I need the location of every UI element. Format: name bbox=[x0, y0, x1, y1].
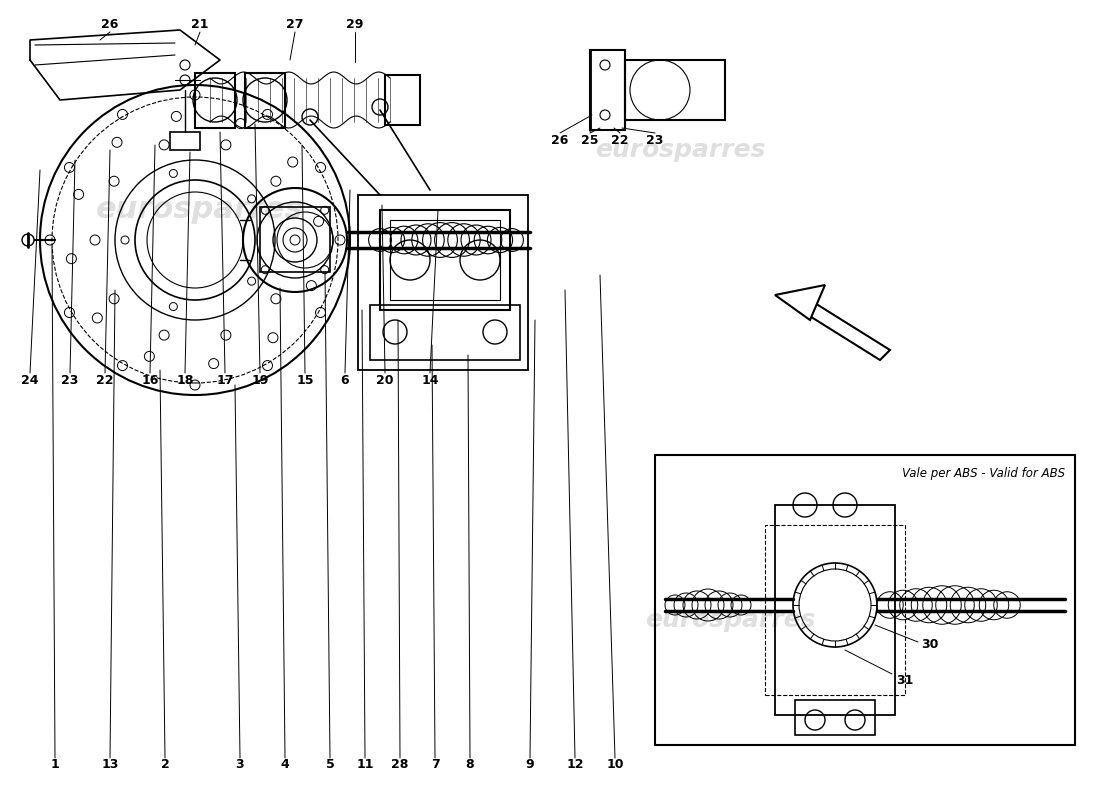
Text: 30: 30 bbox=[922, 638, 938, 651]
Text: 11: 11 bbox=[356, 758, 374, 771]
Text: 22: 22 bbox=[612, 134, 629, 146]
Text: 3: 3 bbox=[235, 758, 244, 771]
Text: 6: 6 bbox=[341, 374, 350, 386]
Bar bbox=[260, 207, 330, 272]
Text: 20: 20 bbox=[376, 374, 394, 386]
Text: 7: 7 bbox=[430, 758, 439, 771]
Text: 16: 16 bbox=[141, 374, 158, 386]
Text: eurosparres: eurosparres bbox=[595, 138, 766, 162]
Text: 2: 2 bbox=[161, 758, 169, 771]
Bar bbox=[764, 525, 905, 695]
Bar bbox=[654, 455, 1075, 745]
Text: 4: 4 bbox=[280, 758, 289, 771]
Polygon shape bbox=[800, 300, 890, 360]
Text: 26: 26 bbox=[551, 134, 569, 146]
Circle shape bbox=[22, 234, 34, 246]
Bar bbox=[170, 132, 200, 150]
Bar bbox=[370, 305, 520, 360]
Text: 24: 24 bbox=[21, 374, 38, 386]
Bar bbox=[590, 50, 625, 130]
Bar bbox=[795, 700, 874, 735]
Bar bbox=[245, 73, 285, 128]
Text: 5: 5 bbox=[326, 758, 334, 771]
Bar bbox=[358, 195, 528, 370]
Text: 28: 28 bbox=[392, 758, 409, 771]
Text: 13: 13 bbox=[101, 758, 119, 771]
Text: 15: 15 bbox=[296, 374, 314, 386]
Text: 31: 31 bbox=[896, 674, 914, 686]
Text: 21: 21 bbox=[191, 18, 209, 31]
Text: 18: 18 bbox=[176, 374, 194, 386]
Text: 22: 22 bbox=[97, 374, 113, 386]
Text: 23: 23 bbox=[647, 134, 663, 146]
Text: 23: 23 bbox=[62, 374, 79, 386]
Bar bbox=[385, 75, 420, 125]
Bar bbox=[625, 60, 725, 120]
Text: 1: 1 bbox=[51, 758, 59, 771]
Text: 14: 14 bbox=[421, 374, 439, 386]
Text: 8: 8 bbox=[465, 758, 474, 771]
Text: 29: 29 bbox=[346, 18, 364, 31]
Polygon shape bbox=[30, 30, 220, 100]
Text: 26: 26 bbox=[101, 18, 119, 31]
Text: eurosparres: eurosparres bbox=[96, 195, 304, 225]
Text: 9: 9 bbox=[526, 758, 535, 771]
Text: 12: 12 bbox=[566, 758, 584, 771]
Text: 10: 10 bbox=[606, 758, 624, 771]
Text: 27: 27 bbox=[286, 18, 304, 31]
Text: 25: 25 bbox=[581, 134, 598, 146]
Polygon shape bbox=[776, 285, 825, 320]
Bar bbox=[390, 220, 501, 300]
Bar bbox=[379, 210, 510, 310]
Text: 17: 17 bbox=[217, 374, 233, 386]
Text: eurosparres: eurosparres bbox=[645, 608, 815, 632]
Text: 19: 19 bbox=[251, 374, 268, 386]
Text: Vale per ABS - Valid for ABS: Vale per ABS - Valid for ABS bbox=[902, 466, 1065, 479]
Bar bbox=[195, 73, 235, 128]
Bar bbox=[776, 505, 895, 715]
